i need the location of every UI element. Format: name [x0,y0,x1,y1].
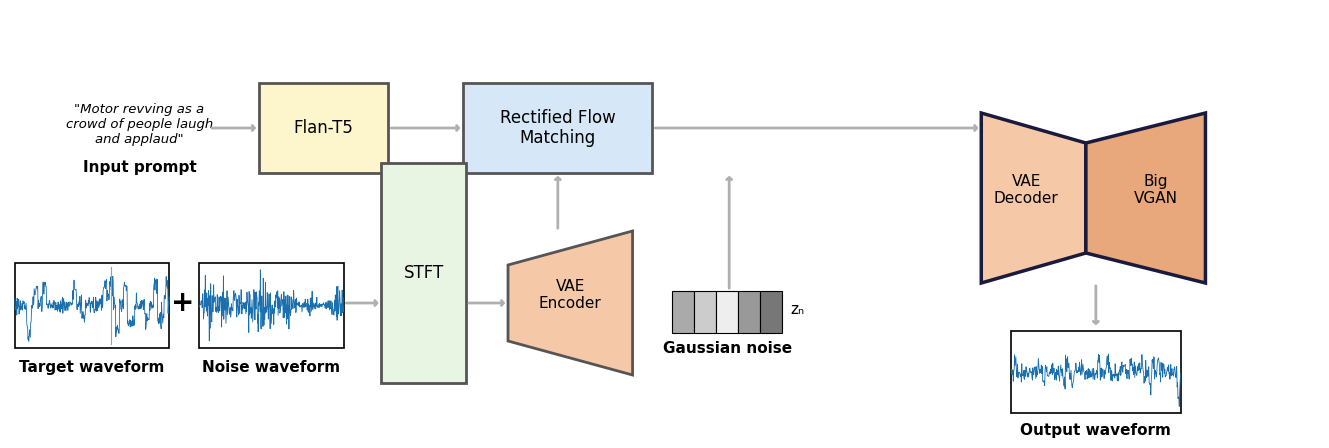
Text: Target waveform: Target waveform [20,360,165,375]
Bar [738,291,760,333]
Bar [1011,331,1180,413]
Text: STFT: STFT [404,264,444,282]
Text: Rectified Flow
Matching: Rectified Flow Matching [500,108,615,147]
Bar [694,291,716,333]
Text: Output waveform: Output waveform [1021,423,1171,438]
Text: Big
VGAN: Big VGAN [1134,174,1177,206]
Text: zₙ: zₙ [789,302,804,316]
Text: +: + [170,289,194,317]
Text: VAE
Encoder: VAE Encoder [540,279,602,311]
Bar [672,291,694,333]
Text: Noise waveform: Noise waveform [202,360,340,375]
Polygon shape [981,113,1086,283]
Bar [15,263,169,348]
Polygon shape [508,231,633,375]
Text: Gaussian noise: Gaussian noise [663,341,792,356]
Text: Flan-T5: Flan-T5 [294,119,354,137]
Text: "Motor revving as a
crowd of people laugh
and applaud": "Motor revving as a crowd of people laug… [65,103,213,146]
Bar [199,263,344,348]
Polygon shape [1086,113,1205,283]
Text: Input prompt: Input prompt [82,160,197,175]
Bar [760,291,781,333]
FancyBboxPatch shape [464,83,653,173]
FancyBboxPatch shape [381,163,466,383]
Bar [716,291,738,333]
Text: VAE
Decoder: VAE Decoder [994,174,1058,206]
FancyBboxPatch shape [259,83,388,173]
